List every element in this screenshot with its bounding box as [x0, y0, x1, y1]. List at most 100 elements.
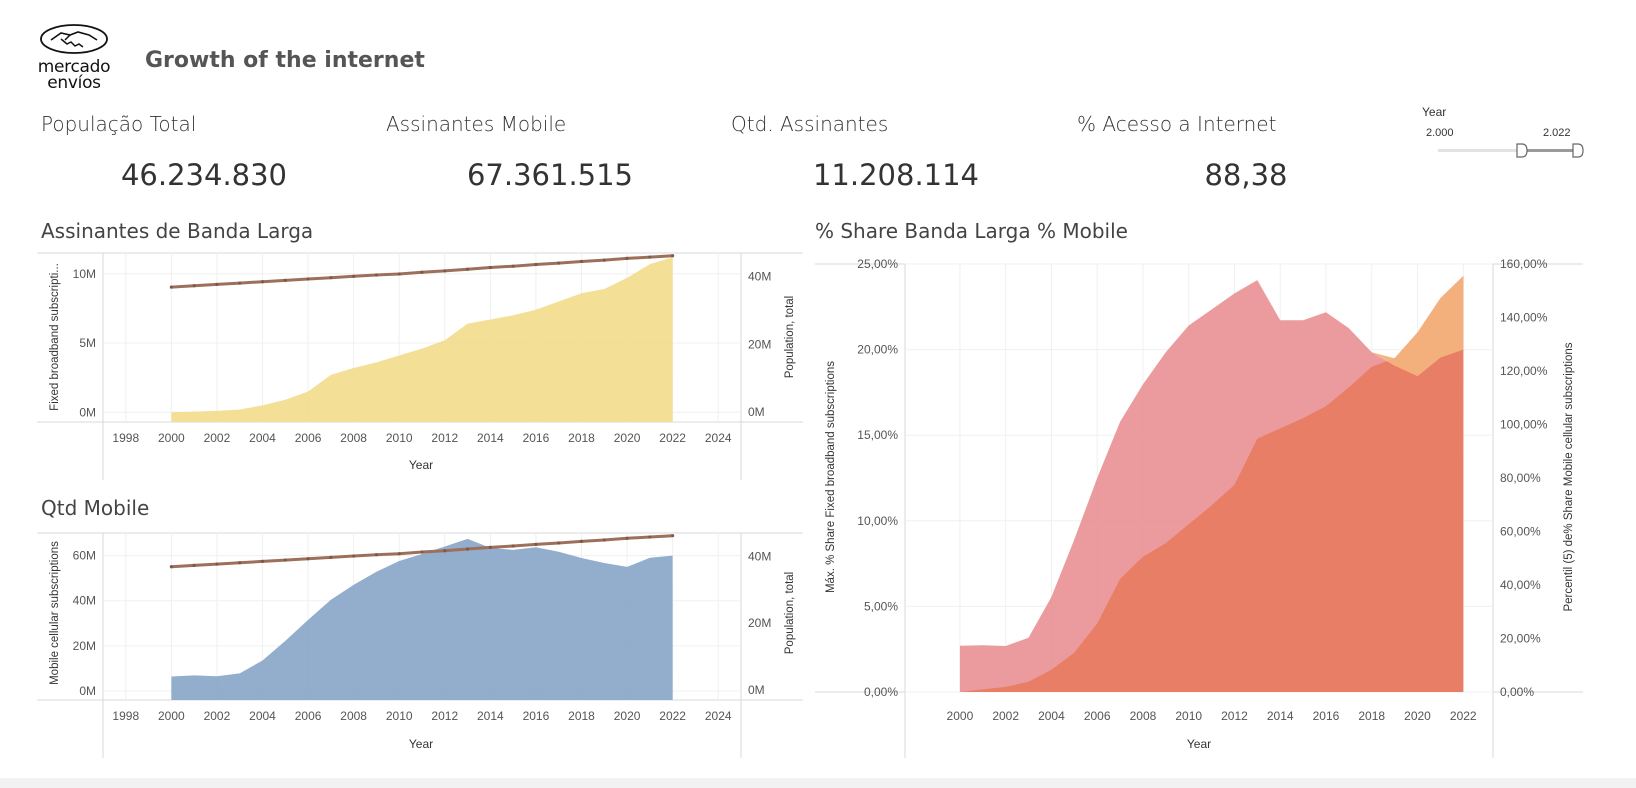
- broadband-y-left-tick-label: 5M: [79, 336, 96, 350]
- share-y-left-tick-label: 15,00%: [857, 428, 898, 442]
- broadband-population-point: [260, 280, 265, 284]
- broadband-population-point: [192, 284, 196, 288]
- mobile-y-right-tick-label: 0M: [748, 683, 765, 697]
- broadband-chart-title: Assinantes de Banda Larga: [41, 219, 314, 243]
- broadband-y-right-axis-title: Population, total: [784, 296, 796, 378]
- share-y-right-tick-label: 0,00%: [1500, 685, 1534, 699]
- broadband-y-right-tick-label: 20M: [748, 337, 771, 351]
- share-chart-title: % Share Banda Larga % Mobile: [815, 219, 1128, 243]
- mobile-population-point: [488, 545, 492, 549]
- broadband-population-point: [215, 282, 219, 287]
- share-x-tick-label: 2008: [1130, 709, 1157, 723]
- broadband-x-tick-label: 2002: [204, 431, 231, 445]
- kpi-value-qtd-assinantes: 11.208.114: [812, 158, 980, 192]
- share-y-left-axis-title: Máx. % Share Fixed broadband subscriptio…: [825, 361, 837, 593]
- mobile-y-left-tick-label: 20M: [73, 639, 96, 653]
- broadband-y-right-tick-label: 40M: [748, 270, 771, 284]
- mobile-population-point: [534, 542, 538, 546]
- mobile-y-right-axis-title: Population, total: [784, 572, 796, 654]
- mobile-x-tick-label: 2022: [659, 709, 686, 723]
- mobile-x-tick-label: 2020: [614, 709, 641, 723]
- mobile-x-axis-title: Year: [409, 737, 433, 751]
- share-x-tick-label: 2000: [947, 709, 974, 723]
- mobile-population-point: [306, 557, 310, 561]
- slider-max-handle[interactable]: [1572, 143, 1584, 158]
- logo-text-line1: mercado: [37, 57, 111, 77]
- broadband-x-tick-label: 2010: [386, 431, 413, 445]
- broadband-x-tick-label: 2020: [614, 431, 641, 445]
- kpi-value-populacao-total: 46.234.830: [120, 158, 288, 192]
- mobile-y-left-axis-title: Mobile cellular subscriptions: [49, 541, 61, 685]
- mobile-x-tick-label: 2016: [523, 709, 550, 723]
- mobile-x-tick-label: 2018: [568, 709, 595, 723]
- share-x-tick-label: 2006: [1084, 709, 1111, 723]
- share-x-tick-label: 2020: [1404, 709, 1431, 723]
- broadband-population-point: [352, 274, 356, 278]
- mobile-population-point: [192, 563, 196, 567]
- mobile-population-point: [671, 534, 675, 538]
- share-x-tick-label: 2018: [1358, 709, 1385, 723]
- broadband-x-axis-title: Year: [409, 458, 433, 472]
- mobile-population-point: [215, 562, 219, 566]
- broadband-x-tick-label: 2016: [523, 431, 550, 445]
- broadband-x-tick-label: 2022: [659, 431, 686, 445]
- broadband-y-left-axis-title: Fixed broadband subscripti...: [49, 263, 61, 411]
- logo-text-line2: envíos: [47, 73, 101, 93]
- mobile-x-tick-label: 2014: [477, 709, 504, 723]
- broadband-population-point: [306, 277, 310, 281]
- share-y-right-tick-label: 60,00%: [1500, 525, 1541, 539]
- year-filter-max-label: 2.022: [1543, 127, 1571, 139]
- mobile-y-right-tick-label: 20M: [748, 616, 771, 630]
- mobile-population-point: [465, 547, 470, 551]
- broadband-x-tick-label: 2008: [340, 431, 367, 445]
- broadband-population-point: [397, 272, 401, 276]
- share-x-tick-label: 2010: [1175, 709, 1202, 723]
- broadband-area-series-0: [171, 257, 673, 422]
- broadband-y-left-tick-label: 0M: [79, 405, 96, 419]
- mobile-population-point: [648, 535, 652, 539]
- mobile-x-tick-label: 2006: [295, 709, 322, 723]
- broadband-population-point: [488, 265, 492, 270]
- slider-selected-range: [1520, 149, 1576, 152]
- mobile-population-point: [557, 541, 561, 545]
- mobile-y-left-tick-label: 60M: [73, 549, 96, 563]
- broadband-population-point: [648, 255, 652, 259]
- mobile-population-point: [579, 539, 584, 543]
- share-overlap-area: [1371, 276, 1464, 377]
- mobile-population-point: [169, 565, 173, 569]
- share-x-tick-label: 2016: [1313, 709, 1340, 723]
- mobile-population-point: [511, 544, 515, 548]
- broadband-x-tick-label: 2012: [431, 431, 458, 445]
- broadband-population-point: [534, 262, 538, 267]
- mobile-population-point: [443, 549, 447, 553]
- mobile-population-point: [602, 538, 606, 542]
- year-range-slider[interactable]: [1436, 140, 1586, 162]
- mobile-y-left-tick-label: 0M: [79, 684, 96, 698]
- mobile-population-point: [625, 536, 629, 540]
- share-x-tick-label: 2012: [1221, 709, 1248, 723]
- share-y-right-tick-label: 160,00%: [1500, 257, 1548, 271]
- kpi-value-acesso-internet: 88,38: [1204, 158, 1288, 192]
- share-x-tick-label: 2014: [1267, 709, 1294, 723]
- broadband-x-tick-label: 2018: [568, 431, 595, 445]
- broadband-y-left-tick-label: 10M: [73, 267, 96, 281]
- slider-track: [1438, 149, 1580, 152]
- slider-min-handle[interactable]: [1516, 143, 1528, 158]
- mobile-x-tick-label: 2012: [431, 709, 458, 723]
- mobile-population-point: [374, 553, 379, 557]
- broadband-population-point: [329, 276, 333, 280]
- broadband-x-tick-label: 2014: [477, 431, 504, 445]
- mobile-population-point: [283, 558, 287, 562]
- share-y-right-tick-label: 40,00%: [1500, 578, 1541, 592]
- mercado-envios-logo: [40, 24, 108, 54]
- share-area-series-1: [959, 276, 1464, 692]
- broadband-x-tick-label: 2000: [158, 431, 185, 445]
- kpi-label-populacao-total: População Total: [41, 112, 197, 136]
- kpi-label-assinantes-mobile: Assinantes Mobile: [386, 112, 567, 136]
- dashboard-title: Growth of the internet: [145, 48, 425, 73]
- share-x-tick-label: 2004: [1038, 709, 1065, 723]
- mobile-population-point: [352, 554, 356, 558]
- mobile-x-tick-label: 2010: [386, 709, 413, 723]
- share-y-left-tick-label: 5,00%: [864, 599, 898, 613]
